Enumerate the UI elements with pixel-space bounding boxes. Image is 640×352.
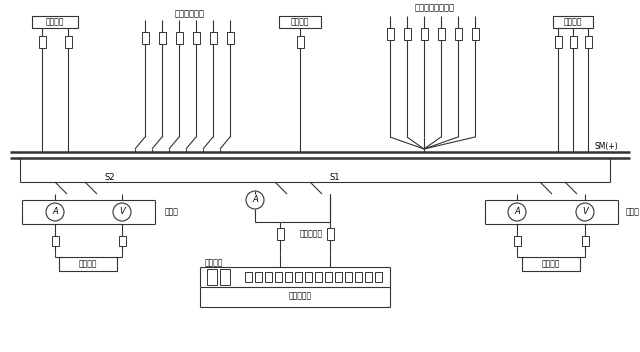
Bar (438, 28, 445, 40)
Text: 动力直流馈线: 动力直流馈线 (175, 10, 205, 19)
Bar (38, 36, 45, 48)
Circle shape (246, 191, 264, 209)
Text: 放电分接头: 放电分接头 (300, 230, 323, 239)
Bar (355, 272, 362, 282)
Bar (584, 36, 591, 48)
Text: SM(+): SM(+) (595, 142, 618, 151)
Bar (314, 272, 321, 282)
Bar (227, 32, 234, 44)
Bar (65, 36, 72, 48)
Bar (403, 28, 410, 40)
Text: 主充电: 主充电 (165, 207, 179, 216)
Text: S1: S1 (330, 172, 340, 182)
Circle shape (508, 203, 526, 221)
Bar (244, 272, 252, 282)
Bar (522, 257, 580, 271)
Bar (374, 272, 381, 282)
Bar (209, 32, 216, 44)
Bar (326, 228, 333, 240)
Bar (324, 272, 332, 282)
Bar (582, 236, 589, 246)
Bar (264, 272, 271, 282)
Bar (513, 236, 520, 246)
Text: 绝缘监察: 绝缘监察 (291, 18, 309, 26)
Bar (570, 36, 577, 48)
Text: 蓄电池组: 蓄电池组 (205, 258, 223, 268)
Bar (175, 32, 182, 44)
Text: V: V (119, 207, 125, 216)
Bar (553, 16, 593, 28)
Circle shape (46, 203, 64, 221)
Bar (59, 257, 117, 271)
Bar (51, 236, 58, 246)
Bar (472, 28, 479, 40)
Text: 硅整流器: 硅整流器 (541, 259, 560, 269)
Text: A: A (514, 207, 520, 216)
Text: A: A (252, 195, 258, 205)
Bar (118, 236, 125, 246)
Bar (387, 28, 394, 40)
Text: 操作信号直流馈线: 操作信号直流馈线 (415, 4, 455, 13)
Text: 闪光装置: 闪光装置 (564, 18, 582, 26)
Text: V: V (582, 207, 588, 216)
Bar (193, 32, 200, 44)
Bar (420, 28, 428, 40)
Bar (255, 272, 262, 282)
Bar (275, 272, 282, 282)
Circle shape (576, 203, 594, 221)
Bar (32, 16, 78, 28)
Bar (554, 36, 561, 48)
Bar (335, 272, 342, 282)
Bar (365, 272, 371, 282)
Text: 电压监察: 电压监察 (45, 18, 64, 26)
Text: S2: S2 (105, 172, 115, 182)
Circle shape (113, 203, 131, 221)
Bar (159, 32, 166, 44)
Bar (305, 272, 312, 282)
Bar (296, 36, 303, 48)
Bar (207, 269, 217, 285)
Bar (285, 272, 291, 282)
Bar (276, 228, 284, 240)
Bar (344, 272, 351, 282)
Bar (454, 28, 461, 40)
Text: A: A (52, 207, 58, 216)
Bar (294, 272, 301, 282)
Text: 硅整流器: 硅整流器 (79, 259, 97, 269)
Bar (220, 269, 230, 285)
Text: 浮充电: 浮充电 (626, 207, 640, 216)
Bar (141, 32, 148, 44)
Bar (279, 16, 321, 28)
Text: 充电分接头: 充电分接头 (289, 291, 312, 301)
